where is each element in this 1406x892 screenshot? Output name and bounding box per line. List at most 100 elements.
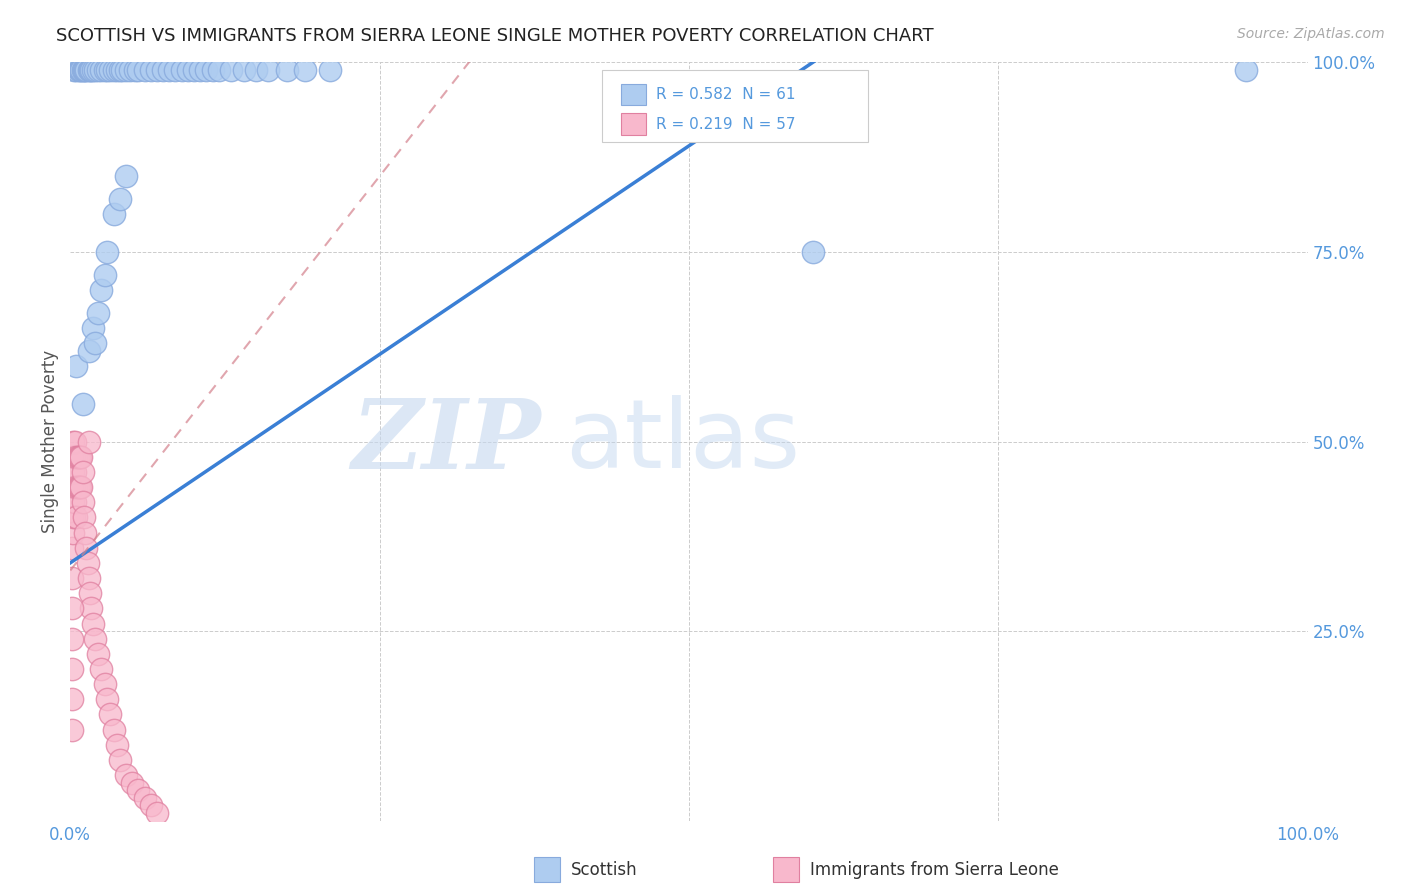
Point	[65, 465, 87, 479]
Point	[103, 207, 125, 221]
Point	[63, 480, 86, 494]
Point	[60, 450, 83, 464]
Point	[98, 707, 121, 722]
Point	[94, 268, 117, 282]
Point	[127, 62, 149, 77]
Point	[60, 571, 83, 585]
Point	[72, 396, 94, 410]
Point	[219, 62, 242, 77]
Point	[294, 62, 316, 77]
Point	[77, 343, 100, 358]
Point	[80, 62, 103, 77]
Point	[177, 62, 200, 77]
Point	[65, 62, 87, 77]
Point	[75, 62, 97, 77]
Point	[77, 571, 100, 585]
Point	[195, 62, 218, 77]
Point	[121, 776, 143, 790]
Y-axis label: Single Mother Poverty: Single Mother Poverty	[41, 350, 59, 533]
Point	[124, 62, 146, 77]
Point	[60, 541, 83, 555]
Point	[70, 480, 93, 494]
Point	[60, 692, 83, 706]
Point	[65, 359, 87, 373]
Text: atlas: atlas	[565, 395, 800, 488]
Point	[60, 632, 83, 646]
Point	[60, 480, 83, 494]
Point	[84, 62, 107, 77]
Point	[86, 647, 108, 661]
Point	[63, 510, 86, 524]
Point	[72, 62, 94, 77]
Point	[69, 480, 91, 494]
Point	[77, 62, 100, 77]
Point	[232, 62, 254, 77]
Point	[139, 62, 162, 77]
Point	[103, 723, 125, 737]
Point	[62, 434, 84, 449]
Text: Source: ZipAtlas.com: Source: ZipAtlas.com	[1237, 27, 1385, 41]
Point	[208, 62, 231, 77]
Point	[76, 556, 98, 570]
Point	[62, 495, 84, 509]
Point	[118, 62, 141, 77]
Point	[65, 480, 87, 494]
Point	[84, 632, 107, 646]
Point	[134, 62, 156, 77]
Point	[115, 768, 138, 782]
Point	[96, 62, 118, 77]
Point	[188, 62, 211, 77]
Point	[65, 495, 87, 509]
Point	[139, 798, 162, 813]
Point	[60, 601, 83, 615]
Bar	[621, 113, 645, 135]
Point	[105, 62, 128, 77]
Point	[257, 62, 280, 77]
Point	[84, 335, 107, 350]
Point	[146, 806, 169, 821]
Point	[115, 62, 138, 77]
Point	[94, 62, 117, 77]
Point	[157, 62, 180, 77]
Text: R = 0.582  N = 61: R = 0.582 N = 61	[655, 87, 794, 102]
Point	[69, 450, 91, 464]
Point	[67, 450, 90, 464]
Point	[111, 62, 134, 77]
Point	[69, 62, 91, 77]
Point	[62, 465, 84, 479]
Point	[183, 62, 205, 77]
Point	[103, 62, 125, 77]
Point	[60, 662, 83, 676]
Text: R = 0.219  N = 57: R = 0.219 N = 57	[655, 117, 794, 132]
Text: ZIP: ZIP	[352, 394, 540, 489]
Point	[62, 525, 84, 540]
Point	[75, 62, 97, 77]
Point	[65, 510, 87, 524]
Point	[127, 783, 149, 797]
Point	[66, 450, 89, 464]
Point	[70, 62, 93, 77]
Point	[80, 601, 103, 615]
Point	[96, 244, 118, 259]
Point	[152, 62, 174, 77]
Point	[72, 495, 94, 509]
Point	[73, 62, 96, 77]
Point	[86, 305, 108, 319]
Point	[67, 480, 90, 494]
Point	[82, 62, 104, 77]
Point	[79, 62, 101, 77]
Text: Scottish: Scottish	[571, 861, 637, 879]
Point	[146, 62, 169, 77]
Point	[65, 450, 87, 464]
Point	[108, 192, 131, 206]
Point	[170, 62, 193, 77]
Point	[96, 692, 118, 706]
Point	[79, 586, 101, 600]
Point	[115, 169, 138, 184]
Point	[60, 510, 83, 524]
Point	[134, 791, 156, 805]
Point	[66, 480, 89, 494]
Point	[1234, 62, 1257, 77]
Point	[105, 738, 128, 752]
Point	[98, 62, 121, 77]
